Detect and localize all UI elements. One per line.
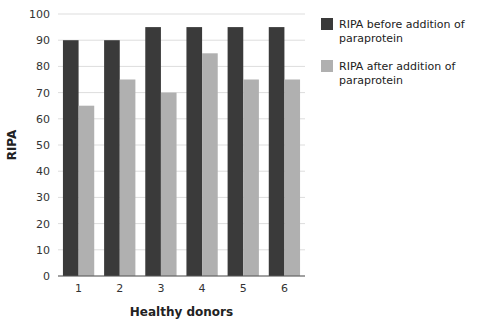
y-tick-label: 50: [36, 139, 50, 152]
grid-line: [58, 197, 305, 198]
grid-line: [58, 171, 305, 172]
bar: [202, 53, 218, 276]
chart-container: 0 10 20 30 40 50 60 70 80 90 100 1 2 3 4 5 6 Healthy dono…: [0, 0, 500, 332]
bar: [161, 93, 177, 276]
y-tick-label: 10: [36, 244, 50, 257]
bar: [145, 27, 161, 276]
x-tick-label: 1: [75, 282, 82, 295]
y-tick-label: 100: [29, 8, 50, 21]
grid-line: [58, 40, 305, 41]
y-tick-label: 40: [36, 165, 50, 178]
legend-label: RIPA before addition ofparaprotein: [339, 18, 466, 45]
grid-line: [58, 223, 305, 224]
grid-line: [58, 118, 305, 119]
y-tick-label: 90: [36, 34, 50, 47]
y-tick-label: 0: [43, 270, 50, 283]
grid-line: [58, 276, 305, 277]
legend-label: RIPA after addition ofparaprotein: [339, 60, 456, 87]
x-tick-label: 4: [199, 282, 206, 295]
legend-swatch: [321, 18, 333, 30]
bar: [228, 27, 244, 276]
grid-line: [58, 66, 305, 67]
x-tick-label: 6: [281, 282, 288, 295]
bar: [186, 27, 202, 276]
y-tick-label: 80: [36, 60, 50, 73]
bar: [243, 80, 259, 277]
x-tick-label: 5: [240, 282, 247, 295]
bar: [269, 27, 285, 276]
legend-swatch: [321, 60, 333, 72]
y-tick-label: 20: [36, 218, 50, 231]
chart: 0 10 20 30 40 50 60 70 80 90 100 1 2 3 4 5 6 Healthy dono…: [0, 0, 500, 332]
bars: [63, 27, 300, 276]
y-axis-label: RIPA: [5, 129, 19, 160]
x-tick-label: 2: [116, 282, 123, 295]
grid-line: [58, 14, 305, 15]
bar: [120, 80, 136, 277]
legend: RIPA before addition ofparaprotein RIPA a…: [321, 18, 466, 87]
x-axis-label: Healthy donors: [130, 305, 233, 319]
x-axis-line: [58, 276, 305, 277]
y-tick-label: 60: [36, 113, 50, 126]
grid-line: [58, 249, 305, 250]
grid-line: [58, 92, 305, 93]
grid-line: [58, 145, 305, 146]
bar: [63, 40, 79, 276]
y-tick-label: 30: [36, 191, 50, 204]
x-tick-label: 3: [157, 282, 164, 295]
grid: [58, 14, 305, 276]
bar: [284, 80, 300, 277]
y-tick-label: 70: [36, 87, 50, 100]
bar: [104, 40, 120, 276]
bar: [79, 106, 95, 276]
